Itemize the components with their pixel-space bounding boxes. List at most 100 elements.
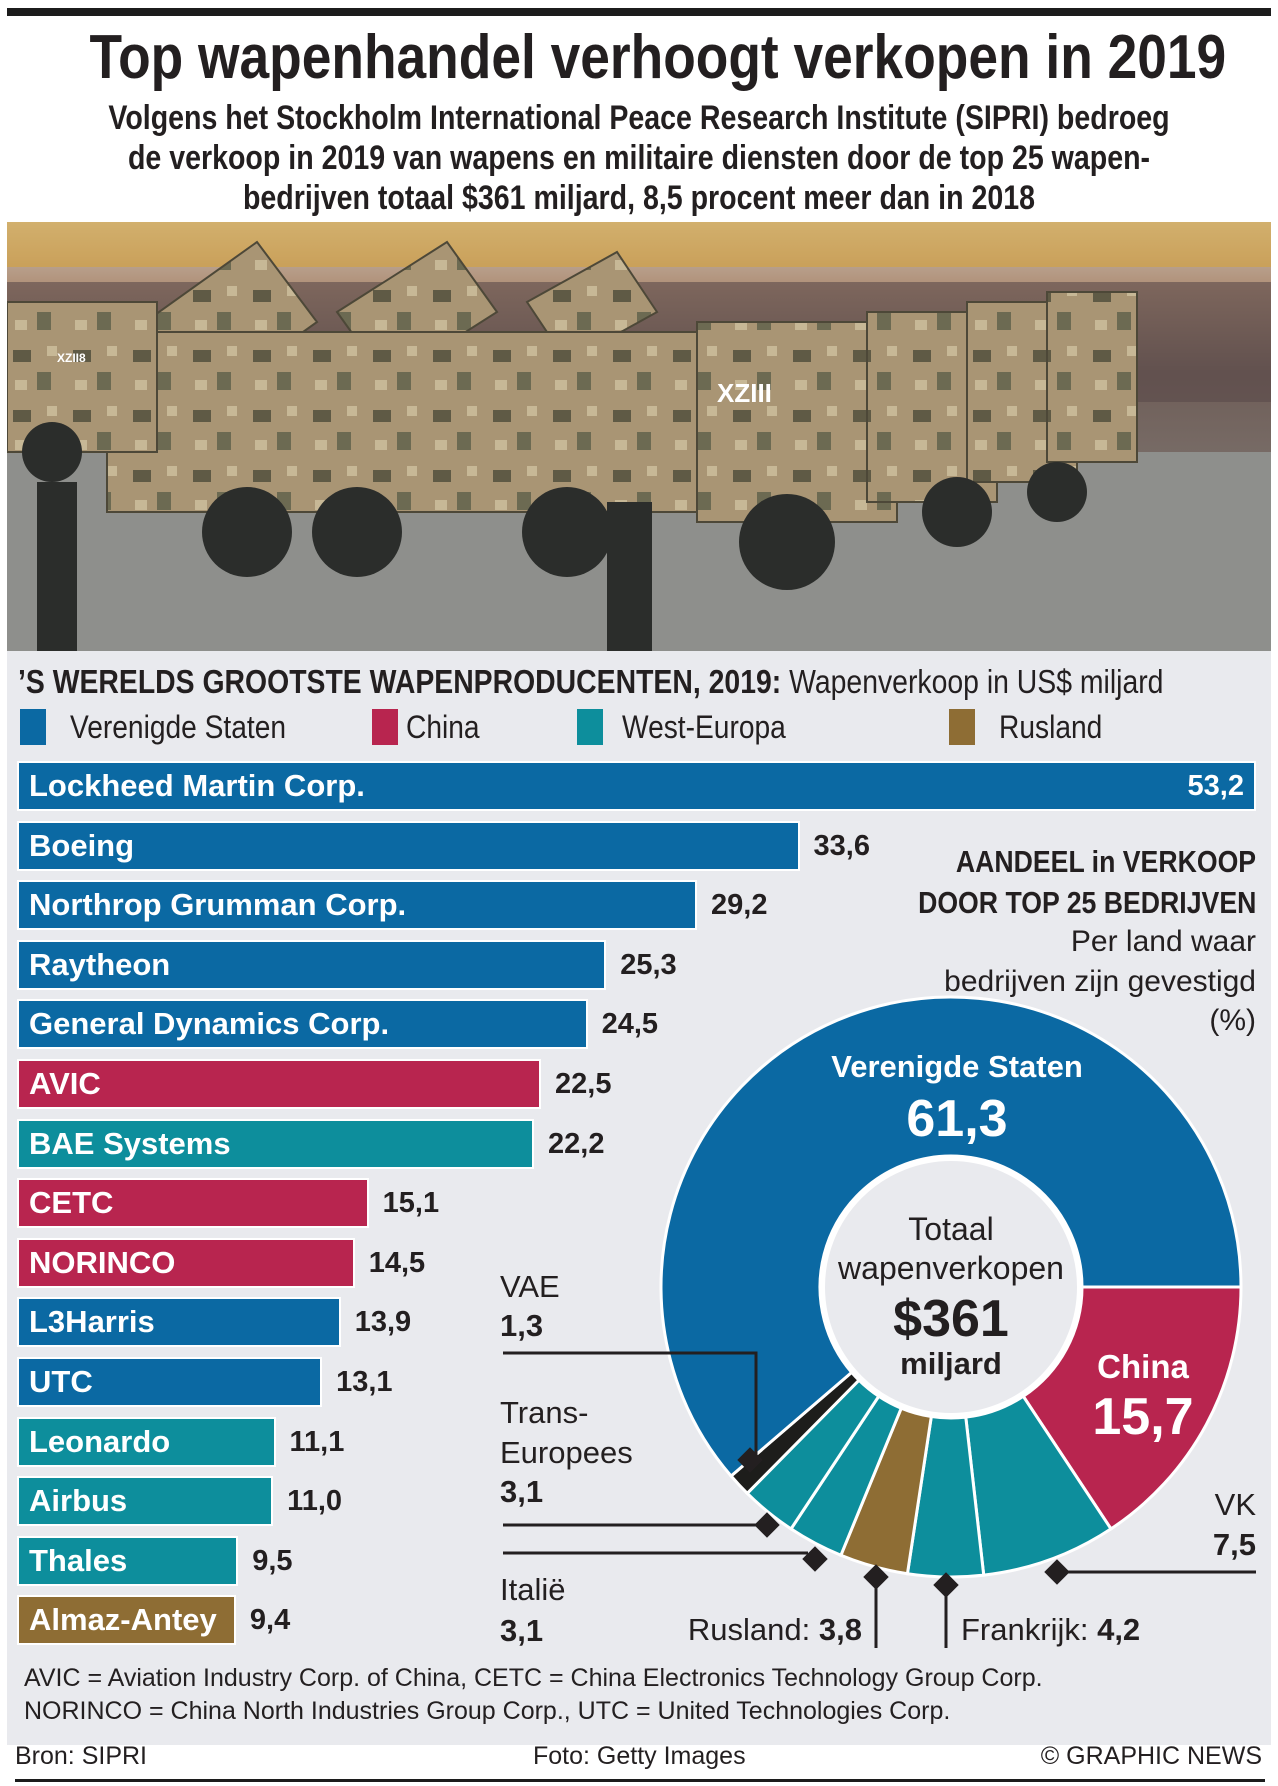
slice-value-china: 15,7 (1092, 1388, 1193, 1446)
donut-center-unit: miljard (900, 1346, 1002, 1381)
callout-frankrijk-value: 4,2 (1097, 1612, 1141, 1647)
bar-value-label: 11,1 (289, 1425, 345, 1458)
bar: L3Harris (17, 1297, 341, 1348)
callout-italie-value: 3,1 (500, 1613, 544, 1648)
bar-label: Almaz-Antey (29, 1602, 217, 1638)
bar: Northrop Grumman Corp. (17, 880, 698, 931)
callout-rusland-value: 3,8 (818, 1612, 862, 1647)
footnote-1: AVIC = Aviation Industry Corp. of China,… (24, 1664, 1043, 1692)
callout-vk-value: 7,5 (1212, 1527, 1256, 1562)
bar: Almaz-Antey (17, 1595, 236, 1646)
photo-credit: Foto: Getty Images (533, 1742, 746, 1770)
donut-subtitle-line-1: Per land waar (1070, 925, 1256, 958)
callout-trans-value: 3,1 (500, 1474, 544, 1509)
bar-value-label: 53,2 (1187, 770, 1244, 802)
bar: Leonardo (17, 1416, 276, 1467)
callout-trans-name-1: Trans- (500, 1395, 589, 1430)
legend-label-us: Verenigde Staten (70, 709, 287, 745)
legend-label-russia: Rusland (999, 709, 1103, 745)
callout-marker-vk (1044, 1559, 1070, 1585)
callout-frankrijk-name: Frankrijk: (961, 1612, 1098, 1647)
bar-label: L3Harris (29, 1304, 155, 1340)
slice-label-china: China (1097, 1348, 1189, 1385)
top-rule (7, 8, 1271, 16)
legend-label-europe: West-Europa (622, 709, 786, 745)
callout-line-vae (503, 1351, 758, 1455)
bar-label: Boeing (29, 827, 135, 863)
bar-label: BAE Systems (29, 1125, 231, 1161)
bar-value-label: 25,3 (620, 948, 677, 981)
footnote-2: NORINCO = China North Industries Group C… (24, 1697, 951, 1725)
bar-label: Thales (29, 1542, 128, 1578)
bar-value-label: 33,6 (813, 829, 870, 862)
bar-label: General Dynamics Corp. (29, 1006, 390, 1042)
parade-photo: XZIII XZII8 (7, 222, 1271, 651)
callout-marker-italie (802, 1546, 828, 1572)
bar: BAE Systems (17, 1118, 535, 1169)
bar-label: CETC (29, 1185, 114, 1221)
bar-label: Raytheon (29, 946, 171, 982)
source-credit: Bron: SIPRI (15, 1742, 147, 1770)
legend-swatch-china (372, 709, 398, 745)
bar-value-label: 13,1 (336, 1365, 393, 1398)
legend-label-china: China (406, 709, 480, 745)
donut-title-line-1: AANDEEL in VERKOOP (955, 844, 1256, 879)
bar-chart-title-bold: ’S WERELDS GROOTSTE WAPENPRODUCENTEN, 20… (18, 663, 782, 700)
bar-label: NORINCO (29, 1244, 176, 1280)
callout-lines (503, 1351, 1256, 1648)
subtitle-line-2: de verkoop in 2019 van wapens en militai… (127, 139, 1151, 177)
bar-value-label: 13,9 (354, 1306, 412, 1339)
slice-label-us: Verenigde Staten (831, 1049, 1083, 1084)
callout-vae-name: VAE (500, 1269, 560, 1304)
vehicle-marking-2: XZII8 (57, 351, 86, 365)
donut-center-line-1: Totaal (908, 1211, 993, 1247)
bar-value-label: 9,4 (249, 1604, 291, 1637)
callout-frankrijk: Frankrijk: 4,2 (961, 1611, 1140, 1649)
callout-vae-value: 1,3 (500, 1308, 544, 1343)
bar-label: Northrop Grumman Corp. (29, 887, 407, 923)
bottom-rule (15, 1779, 1265, 1782)
bar-label: Leonardo (29, 1423, 171, 1459)
bar-value-label: 22,5 (555, 1067, 612, 1100)
bar-value-label: 29,2 (711, 889, 768, 922)
donut-center-amount: $361 (893, 1290, 1009, 1348)
bar: NORINCO (17, 1237, 355, 1288)
bar: Raytheon (17, 939, 607, 990)
donut-title-line-2: DOOR TOP 25 BEDRIJVEN (917, 885, 1256, 920)
bar-label: AVIC (29, 1065, 101, 1101)
callout-trans-name-2: Europees (500, 1435, 633, 1470)
bar-value-label: 24,5 (601, 1008, 659, 1041)
subtitle-line-3: bedrijven totaal $361 miljard, 8,5 proce… (242, 179, 1036, 217)
subtitle-line-1: Volgens het Stockholm International Peac… (108, 99, 1170, 137)
bar-value-label: 9,5 (252, 1544, 293, 1577)
legend-swatch-us (20, 709, 46, 745)
bar: AVIC (17, 1058, 541, 1109)
donut-hole (819, 1155, 1083, 1419)
legend-swatch-europe (577, 709, 603, 745)
bar: Airbus (17, 1476, 274, 1527)
bar-value-label: 11,0 (287, 1485, 343, 1518)
donut-subtitle-line-3: (%) (1209, 1004, 1256, 1037)
callout-italie-name: Italië (500, 1572, 566, 1607)
bar: Thales (17, 1535, 239, 1586)
donut-center-line-2: wapenverkopen (837, 1250, 1064, 1286)
bar-label: UTC (29, 1363, 93, 1399)
bar-label: Airbus (29, 1483, 128, 1519)
bar-value-label: 22,2 (548, 1127, 605, 1160)
donut-subtitle-line-2: bedrijven zijn gevestigd (944, 965, 1256, 998)
callout-rusland-name: Rusland: (687, 1612, 819, 1647)
bar-value-label: 14,5 (368, 1246, 426, 1279)
bar: General Dynamics Corp. (17, 999, 588, 1050)
bar-label: Lockheed Martin Corp. (29, 768, 365, 803)
bar-chart-title: ’S WERELDS GROOTSTE WAPENPRODUCENTEN, 20… (18, 662, 1163, 702)
callout-rusland: Rusland: 3,8 (688, 1611, 862, 1649)
bar: CETC (17, 1178, 369, 1229)
callout-vk-name: VK (1214, 1487, 1256, 1522)
bar-value-label: 15,1 (382, 1187, 440, 1220)
bar: UTC (17, 1356, 323, 1407)
copyright: © GRAPHIC NEWS (1040, 1742, 1262, 1770)
vehicle-marking: XZIII (717, 378, 772, 408)
page-title: Top wapenhandel verhoogt verkopen in 201… (89, 23, 1227, 92)
